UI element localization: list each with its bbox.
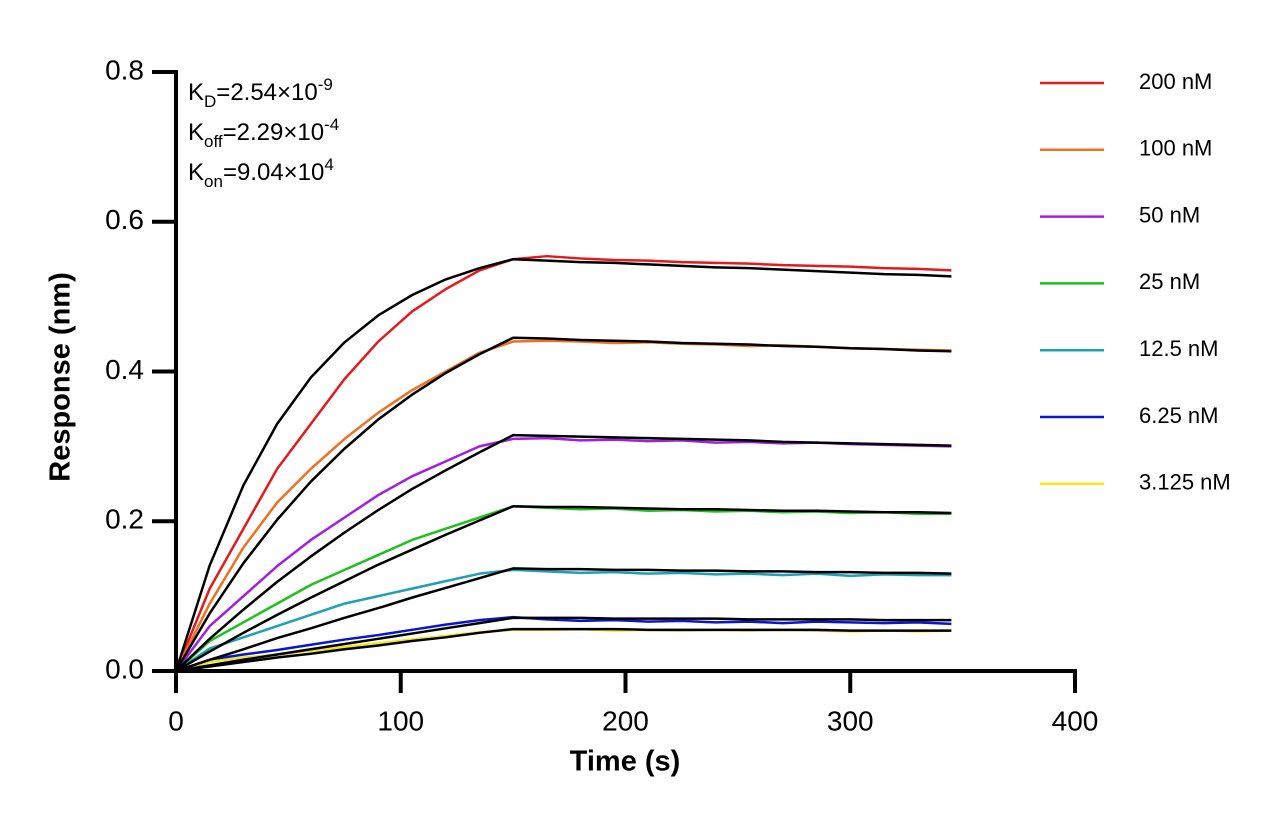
annotation-subscript: on <box>204 172 223 191</box>
annotation-superscript: -4 <box>324 115 339 134</box>
x-tick-label: 400 <box>1052 705 1099 736</box>
data-line <box>175 615 952 673</box>
legend-label: 12.5 nM <box>1139 336 1219 361</box>
annotation-superscript: -9 <box>318 75 333 94</box>
y-tick-label: 0.0 <box>105 653 144 684</box>
fit-line <box>175 616 952 673</box>
data-line <box>174 254 952 672</box>
annotation: KD=2.54×10-9 <box>188 75 333 111</box>
legend-label: 25 nM <box>1139 269 1200 294</box>
annotation-symbol: K <box>188 159 204 186</box>
annotation-subscript: D <box>204 92 216 111</box>
y-tick-label: 0.2 <box>105 504 144 535</box>
fit-line <box>174 257 952 672</box>
annotation-text: =2.54×10 <box>216 79 317 106</box>
fit-line <box>174 336 952 672</box>
data-line <box>175 568 952 673</box>
y-tick-label: 0.8 <box>105 54 144 85</box>
legend-label: 100 nM <box>1139 136 1212 161</box>
data-line <box>175 627 952 673</box>
annotation-symbol: K <box>188 119 204 146</box>
data-line <box>175 436 952 672</box>
annotation-superscript: 4 <box>324 155 333 174</box>
y-axis-title: Response (nm) <box>45 272 77 481</box>
x-tick-label: 100 <box>377 705 424 736</box>
fit-line <box>175 627 952 673</box>
x-tick-label: 200 <box>602 705 649 736</box>
annotation-symbol: K <box>188 79 204 106</box>
x-tick-label: 0 <box>168 705 184 736</box>
fit-line <box>175 567 952 673</box>
annotation-text: =2.29×10 <box>223 119 324 146</box>
annotation-subscript: off <box>204 132 223 151</box>
fit-line <box>175 433 952 672</box>
legend-label: 3.125 nM <box>1139 470 1231 495</box>
data-line <box>175 505 952 672</box>
x-tick-label: 300 <box>827 705 874 736</box>
legend-label: 6.25 nM <box>1139 403 1219 428</box>
annotation: Kon=9.04×104 <box>188 155 334 191</box>
x-axis-title: Time (s) <box>570 746 681 778</box>
legend-label: 50 nM <box>1139 202 1200 227</box>
annotation-text: =9.04×10 <box>223 159 324 186</box>
y-tick-label: 0.4 <box>105 354 144 385</box>
fit-line <box>175 505 952 673</box>
legend-label: 200 nM <box>1139 69 1212 94</box>
annotation: Koff=2.29×10-4 <box>188 115 339 151</box>
y-tick-label: 0.6 <box>105 204 144 235</box>
